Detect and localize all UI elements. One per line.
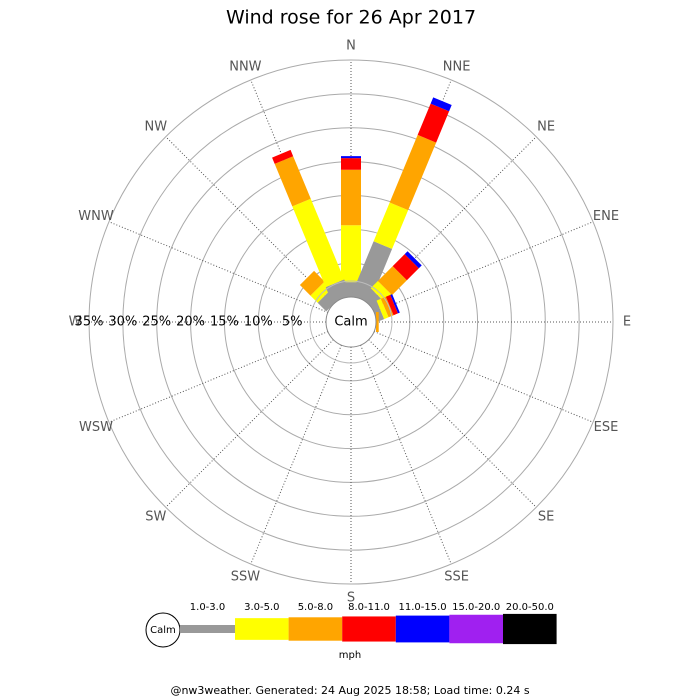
bar-segment [430,97,452,112]
grid-ring [88,59,614,585]
direction-label: SSE [444,569,469,584]
legend-swatch [503,613,557,645]
ring-label: 5% [282,315,303,330]
legend-swatch [235,618,289,640]
spoke [373,331,594,423]
legend-swatch [395,615,450,643]
bar-segment [377,266,407,296]
bar-segment [389,134,437,211]
legend-label: 11.0-15.0 [399,602,447,613]
bar-segment [341,158,361,170]
legend-label: 3.0-5.0 [244,602,279,613]
spoke [108,331,329,423]
direction-label: E [623,315,631,330]
direction-label: SE [538,510,554,525]
ring-label: 30% [108,315,137,330]
spoke [360,344,452,565]
bar-segment [299,270,325,296]
spoke [165,136,334,305]
bar-segment [292,198,345,288]
direction-label: W [69,315,82,330]
direction-label: WSW [79,420,113,435]
bar-segment [370,300,385,322]
calm-label: Calm [334,315,367,330]
bar-segment [373,202,409,249]
ring-label: 20% [176,315,205,330]
bar-segment [351,241,393,303]
bar-segment [341,169,361,226]
calm-circle [325,296,377,348]
spoke [250,344,342,565]
bar-segment [392,254,419,281]
spoke [165,339,334,508]
ring-label: 15% [210,315,239,330]
bar-segment [341,156,361,159]
direction-label: S [347,591,355,606]
chart-title: Wind rose for 26 Apr 2017 [226,7,476,29]
legend-swatch [180,625,235,633]
bar-segment [404,251,422,269]
direction-label: NNW [229,60,261,75]
inner-ring [309,280,393,364]
legend-label: 1.0-3.0 [190,602,225,613]
legend-calm-label: Calm [150,625,176,636]
bar-segment [341,225,361,283]
grid-ring [122,93,580,551]
legend-label: 20.0-50.0 [506,602,554,613]
bar-segment [272,149,294,164]
grid-ring [156,127,546,517]
direction-label: ESE [594,420,619,435]
bar-segment [385,294,398,316]
spoke [368,339,537,508]
unit-label: mph [339,650,361,661]
direction-label: NE [537,119,555,134]
bar-segment [417,103,450,143]
bar-segment [274,156,311,207]
direction-label: WNW [78,209,114,224]
ring-label: 10% [244,315,273,330]
legend-label: 15.0-20.0 [452,602,500,613]
legend-swatch [342,616,396,642]
legend-swatch [288,617,343,641]
legend-label: 5.0-8.0 [298,602,333,613]
spoke [108,221,329,313]
direction-label: NNE [443,60,471,75]
footer: @nw3weather. Generated: 24 Aug 2025 18:5… [170,684,529,697]
ring-label: 35% [75,315,104,330]
spoke [373,221,594,313]
ring-label: 25% [142,315,171,330]
direction-label: NW [145,119,168,134]
bar-segment [376,298,389,320]
bar-segment [390,294,400,314]
direction-label: ENE [593,209,619,224]
direction-label: SSW [231,569,261,584]
legend-swatch [449,614,503,644]
direction-label: SW [145,510,166,525]
legend-label: 8.0-11.0 [348,602,390,613]
bar-segment [376,312,379,332]
direction-label: N [346,39,356,54]
